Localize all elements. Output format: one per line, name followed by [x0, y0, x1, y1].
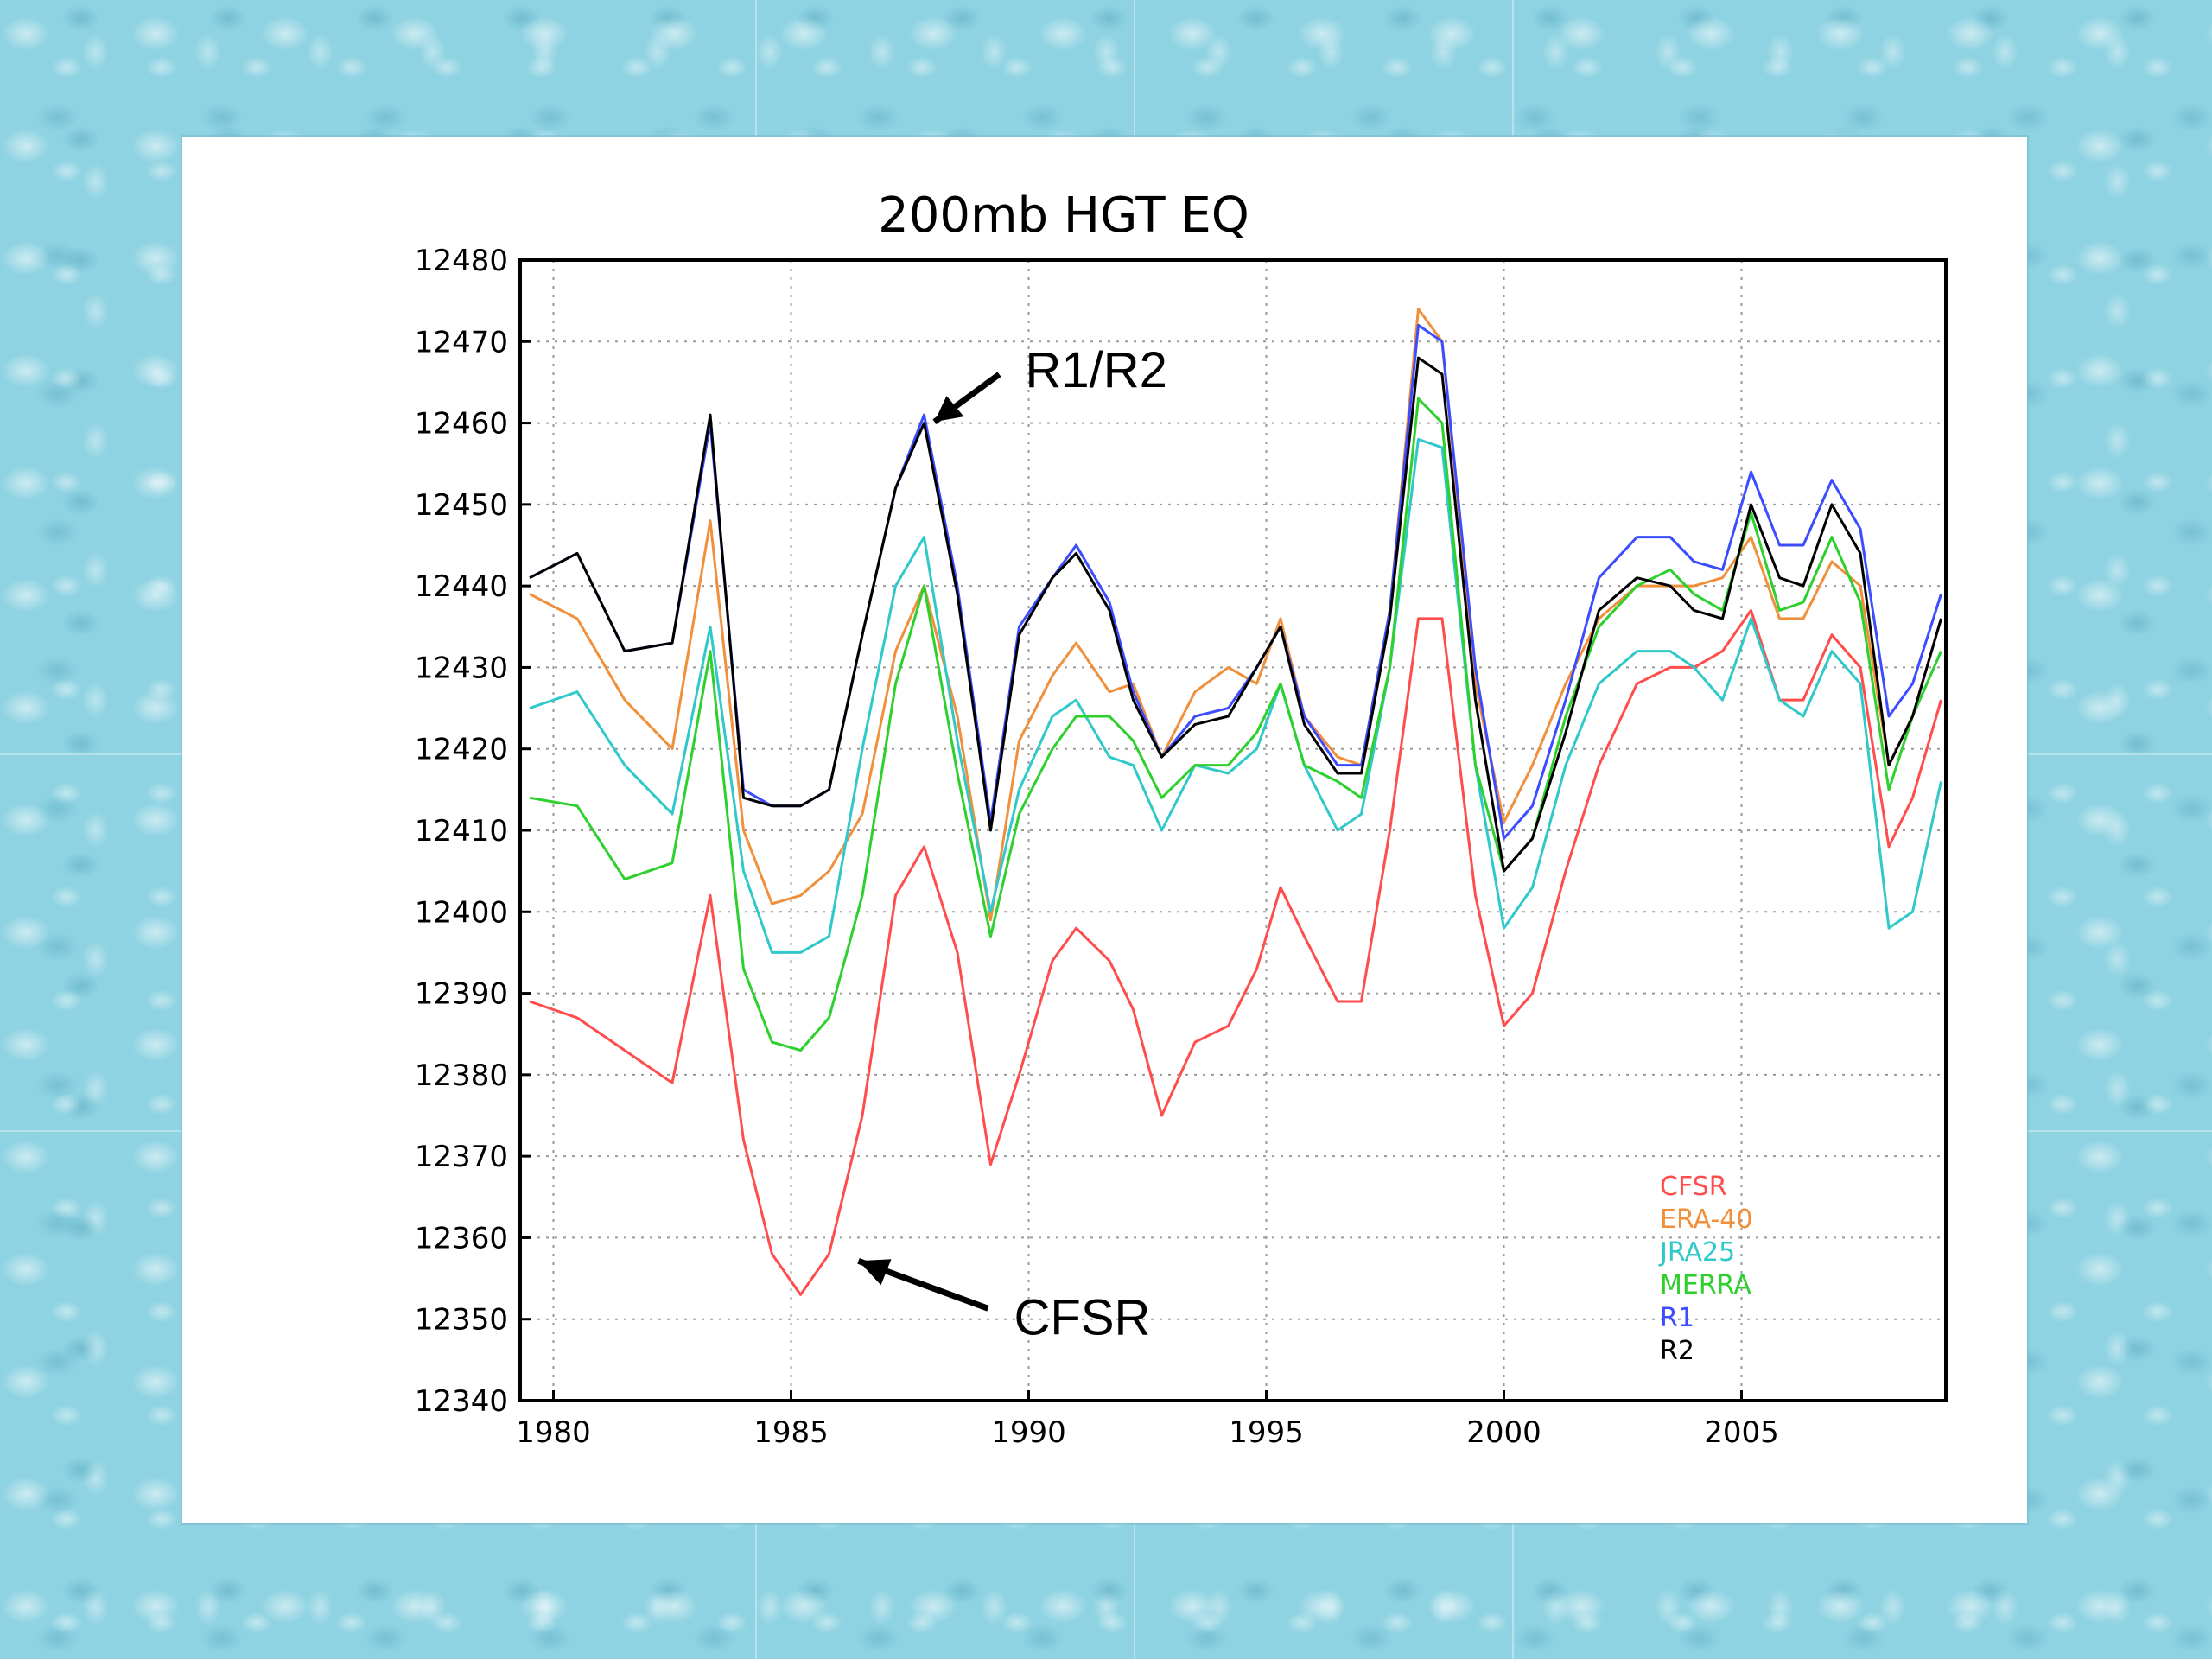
series-line-r2	[529, 356, 1942, 873]
tick-layer: 1980 1985 1990 1995 2000 2005 12340 12350 12360 1…	[415, 244, 1779, 1450]
legend-item: R1	[1660, 1303, 1694, 1333]
chart-svg: 200mb HGT EQ 1980 1985 1990 1995 2000 2005 123…	[415, 188, 1948, 1450]
annotation-label: CFSR	[1014, 1289, 1151, 1345]
series-line-cfsr	[529, 608, 1942, 1296]
y-tick-label: 12390	[415, 977, 508, 1012]
y-tick-label: 12410	[415, 814, 508, 849]
legend-item: JRA25	[1658, 1237, 1735, 1268]
annotations: R1/R2 CFSR	[857, 342, 1167, 1345]
legend-item: CFSR	[1660, 1172, 1727, 1202]
x-tick-label: 2000	[1466, 1415, 1541, 1450]
y-tick-label: 12480	[415, 244, 508, 278]
chart-title: 200mb HGT EQ	[878, 188, 1249, 244]
y-tick-label: 12380	[415, 1058, 508, 1093]
y-tick-label: 12450	[415, 488, 508, 523]
chart-panel: 200mb HGT EQ 1980 1985 1990 1995 2000 2005 123…	[182, 137, 2027, 1523]
y-tick-label: 12340	[415, 1384, 508, 1419]
x-tick-label: 1980	[516, 1415, 591, 1450]
legend-item: MERRA	[1660, 1270, 1751, 1300]
legend-item: R2	[1660, 1336, 1694, 1366]
y-tick-label: 12370	[415, 1140, 508, 1174]
y-tick-label: 12430	[415, 651, 508, 685]
x-tick-label: 1995	[1229, 1415, 1304, 1450]
y-tick-label: 12350	[415, 1303, 508, 1338]
annotation-arrowhead	[858, 1259, 892, 1286]
legend-item: ERA-40	[1660, 1205, 1752, 1235]
y-tick-label: 12400	[415, 895, 508, 930]
x-tick-label: 1990	[991, 1415, 1066, 1450]
annotation-arrowhead	[934, 396, 964, 423]
annotation-label: R1/R2	[1026, 342, 1167, 398]
x-tick-label: 1985	[753, 1415, 829, 1450]
y-tick-label: 12440	[415, 569, 508, 604]
y-tick-label: 12460	[415, 407, 508, 442]
y-tick-label: 12420	[415, 733, 508, 767]
series-line-merra	[529, 397, 1942, 1052]
series-line-era-40	[529, 308, 1942, 922]
y-tick-label: 12360	[415, 1221, 508, 1255]
series-layer	[529, 308, 1942, 1296]
grid-layer	[520, 260, 1946, 1401]
x-tick-label: 2005	[1704, 1415, 1779, 1450]
y-tick-label: 12470	[415, 325, 508, 359]
